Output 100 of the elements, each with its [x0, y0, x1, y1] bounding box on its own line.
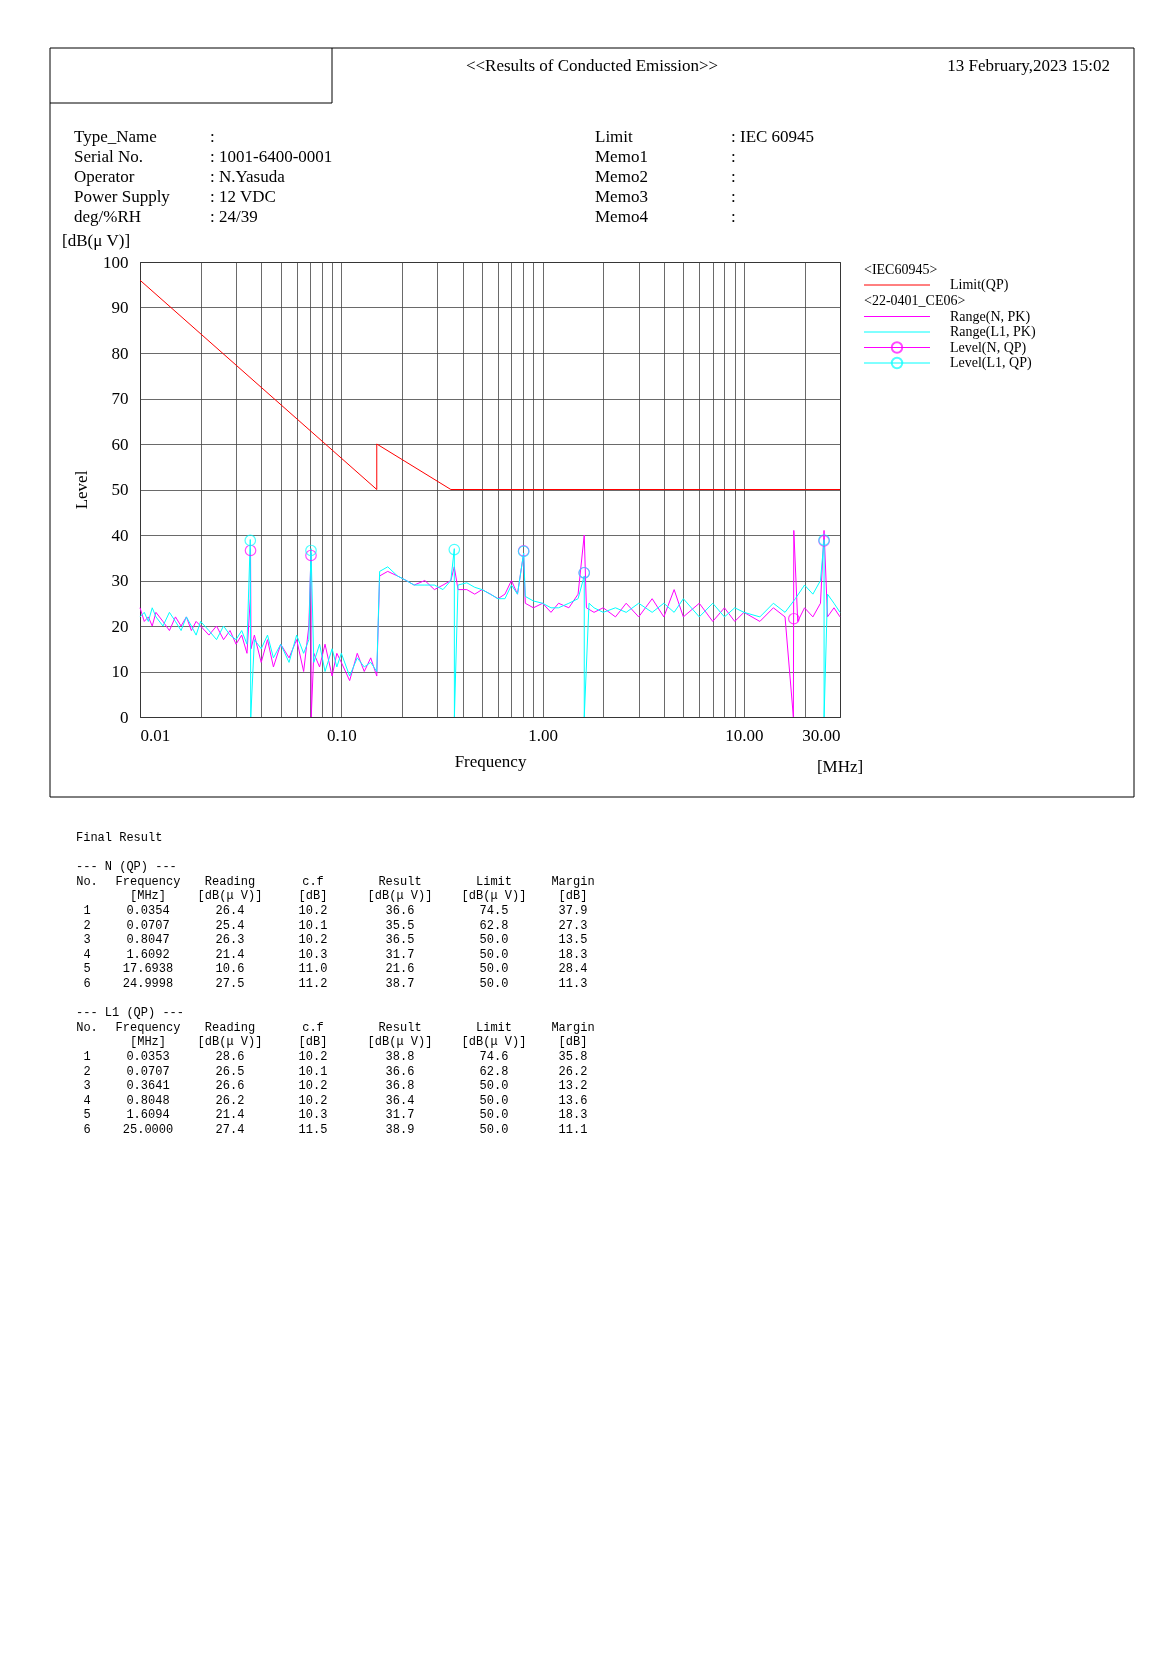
y-tick-label: 50: [111, 480, 129, 499]
text: 10.2: [298, 1050, 328, 1064]
text: 2: [83, 1064, 91, 1079]
text: 1.6092: [126, 947, 170, 962]
text: 50.0: [479, 1123, 509, 1137]
text: Limit: [475, 874, 513, 889]
text: 21.4: [215, 1108, 245, 1123]
text: <22-0401_CE06>: [864, 292, 966, 308]
text: 27.5: [215, 977, 245, 991]
text: :: [731, 187, 736, 206]
text: c.f: [302, 1020, 324, 1035]
text: 38.9: [385, 1123, 415, 1137]
text: 50.0: [479, 962, 509, 977]
text: [dB]: [558, 889, 588, 904]
text: 38.8: [385, 1050, 415, 1064]
text: 31.7: [385, 1108, 415, 1123]
text: Result: [378, 874, 422, 889]
text: 50.0: [479, 947, 509, 962]
text: 4: [83, 947, 91, 962]
text: 0.0707: [126, 1064, 170, 1079]
legend-label: Range(N, PK): [950, 308, 1031, 325]
text: [dB(μ V)]: [197, 889, 263, 904]
text: c.f: [302, 874, 324, 889]
text: 21.6: [385, 962, 415, 977]
text: :: [731, 147, 736, 166]
text: Frequency: [115, 874, 181, 889]
text: 6: [83, 1123, 91, 1137]
text: 50.0: [479, 1093, 509, 1108]
text: 10.1: [298, 918, 328, 933]
text: 5: [83, 1108, 91, 1123]
text: 13.6: [558, 1093, 588, 1108]
text: 0.0353: [126, 1050, 170, 1064]
text: [dB(μ V)]: [367, 1035, 433, 1050]
text: 74.6: [479, 1050, 509, 1064]
text: 50.0: [479, 977, 509, 991]
text: 36.4: [385, 1093, 415, 1108]
text: Margin: [551, 1020, 595, 1035]
text: [dB(μ V)]: [367, 889, 433, 904]
text: 11.5: [298, 1123, 328, 1137]
text: Reading: [204, 1020, 256, 1035]
text: 26.3: [215, 933, 245, 948]
text: [dB]: [558, 1035, 588, 1050]
text: 13 February,2023 15:02: [947, 56, 1110, 75]
text: 10.1: [298, 1064, 328, 1079]
y-tick-label: 90: [111, 298, 129, 317]
y-tick-label: 30: [111, 571, 129, 590]
text: Type_Name: [74, 127, 157, 146]
y-tick-label: 100: [103, 252, 129, 272]
text: 10.6: [215, 962, 245, 977]
y-tick-label: 10: [111, 662, 129, 681]
y-tick-label: 60: [111, 434, 129, 454]
text: Limit: [475, 1020, 513, 1035]
text: 35.8: [558, 1050, 588, 1064]
text: : 24/39: [210, 207, 258, 226]
text: Result: [378, 1020, 422, 1035]
text: [dB]: [298, 889, 328, 904]
text: 62.8: [479, 1064, 509, 1079]
text: [MHz]: [816, 757, 864, 776]
text: 27.4: [215, 1123, 245, 1137]
text: 37.9: [558, 904, 588, 918]
text: 10.2: [298, 1093, 328, 1108]
text: : N.Yasuda: [210, 167, 286, 186]
text: 36.8: [385, 1079, 415, 1094]
text: 38.7: [385, 977, 415, 991]
text: [dB(μ V)]: [461, 1035, 527, 1050]
text: Final Result: [76, 831, 163, 845]
text: 10.2: [298, 1079, 328, 1094]
y-tick-label: 20: [111, 616, 129, 636]
text: Margin: [551, 874, 595, 889]
text: 26.4: [215, 904, 245, 918]
text: 1.6094: [126, 1108, 170, 1123]
text: 11.0: [298, 962, 328, 977]
y-axis-title: Level: [72, 470, 91, 510]
text: 10.3: [298, 1108, 328, 1123]
text: Memo4: [595, 207, 649, 226]
text: Reading: [204, 874, 256, 889]
text: 26.2: [215, 1093, 245, 1108]
text: --- L1 (QP) ---: [76, 1006, 185, 1021]
legend-title: <IEC60945>: [864, 262, 938, 277]
text: No.: [76, 1020, 98, 1035]
text: Power Supply: [74, 187, 171, 206]
text: 10.2: [298, 904, 328, 918]
text: 26.6: [215, 1079, 245, 1094]
text: [dB(μ V)]: [62, 231, 131, 250]
text: 4: [83, 1093, 91, 1108]
text: : 1001-6400-0001: [210, 147, 333, 166]
text: [MHz]: [129, 1035, 167, 1050]
y-tick-label: 40: [111, 525, 129, 545]
text: 18.3: [558, 947, 588, 962]
text: No.: [76, 874, 98, 889]
text: 17.6938: [122, 962, 174, 977]
text: 13.2: [558, 1079, 588, 1094]
text: 35.5: [385, 918, 415, 933]
text: Operator: [74, 167, 135, 186]
text: :: [731, 207, 736, 226]
text: 26.2: [558, 1064, 588, 1079]
chart-title: <<Results of Conducted Emission>>: [465, 56, 719, 75]
x-axis-title: Frequency: [454, 751, 527, 771]
text: 25.0000: [122, 1123, 174, 1137]
x-tick-label: 1.00: [528, 725, 559, 745]
